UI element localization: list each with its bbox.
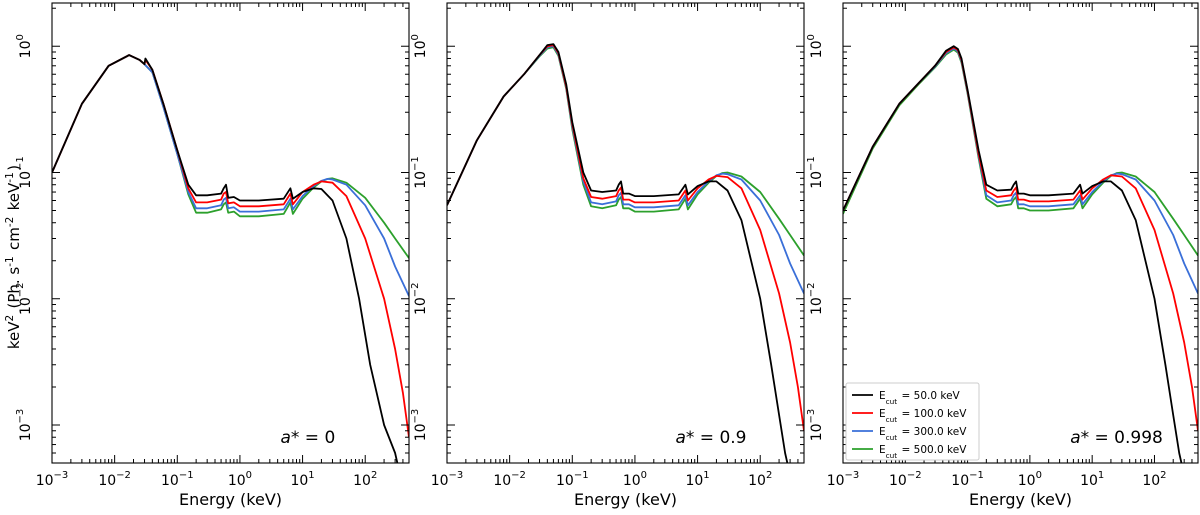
y-axis-label: keV2 (Ph. s-1 cm-2 keV-1 ) [4,165,23,349]
plot-frame [446,2,805,464]
x-tick-label: 102 [353,470,377,489]
series-line-1 [447,43,789,463]
y-tick-label: 100 [410,34,429,58]
series-line-2 [447,44,804,431]
y-tick-label: 10−2 [15,282,34,315]
x-tick-label: 101 [290,470,314,489]
x-tick-label: 10−3 [36,470,69,489]
x-tick-label: 10−2 [493,470,526,489]
x-tick-label: 102 [1142,470,1166,489]
x-tick-label: 101 [685,470,709,489]
x-tick-label: 100 [623,470,647,489]
legend-entry-label: Ecut = 50.0 keV [879,390,961,406]
y-tick-label: 10−2 [806,282,825,315]
y-tick-label: 10−3 [806,409,825,442]
y-tick-label: 10−1 [15,156,34,189]
x-tick-label: 10−3 [827,470,860,489]
panel-2: 10−3 10−2 10−1 100 101 10210−310−210−1100Ener… [410,2,805,509]
y-tick-label: 10−3 [15,409,34,442]
x-tick-label: 100 [228,470,252,489]
x-tick-label: 10−2 [98,470,131,489]
x-tick-label: 10−2 [889,470,922,489]
series-line-1 [843,45,1183,463]
series-line-3 [52,54,409,297]
x-axis-label: Energy (keV) [574,490,677,509]
x-axis-label: Energy (keV) [179,490,282,509]
series-line-1 [52,54,399,463]
y-tick-label: 10−2 [410,282,429,315]
legend: Ecut = 50.0 keV Ecut = 100.0 keV Ecut = 30… [845,382,980,461]
panels: 10−3 10−2 10−1 100 101 10210−310−210−1100Ener… [15,2,1199,509]
spin-annotation: a* = 0.998 [1070,428,1163,448]
series-line-4 [447,46,804,257]
x-tick-label: 100 [1018,470,1042,489]
series-line-4 [52,54,409,259]
x-tick-label: 10−1 [951,470,984,489]
series-line-3 [447,45,804,294]
x-axis-label: Energy (keV) [969,490,1072,509]
x-tick-label: 10−1 [556,470,589,489]
x-axis-ticks: 10−3 10−2 10−1 100 101 102 [36,3,410,489]
spin-annotation: a* = 0 [280,428,335,448]
y-tick-label: 10−1 [806,156,825,189]
x-axis-ticks: 10−3 10−2 10−1 100 101 102 [827,3,1199,489]
legend-box [845,382,980,461]
x-tick-label: 101 [1080,470,1104,489]
plot-frame [51,2,410,464]
x-tick-label: 10−1 [161,470,194,489]
y-tick-label: 100 [15,34,34,58]
series-line-3 [843,47,1198,294]
y-axis-ticks: 10−3 10−2 10−1 100 [15,7,409,464]
panel-1: 10−3 10−2 10−1 100 101 10210−310−210−1100Ener… [15,2,410,509]
legend-entry-label: Ecut = 500.0 keV [879,444,967,460]
y-tick-label: 10−1 [410,156,429,189]
series-line-4 [843,48,1198,257]
legend-entry-label: Ecut = 300.0 keV [879,426,967,442]
x-tick-label: 102 [748,470,772,489]
y-tick-label: 10−3 [410,409,429,442]
legend-entry-label: Ecut = 100.0 keV [879,408,967,424]
spin-annotation: a* = 0.9 [675,428,746,448]
series-line-2 [52,54,409,438]
series-line-2 [843,46,1198,431]
y-tick-label: 100 [806,34,825,58]
x-tick-label: 10−3 [431,470,464,489]
